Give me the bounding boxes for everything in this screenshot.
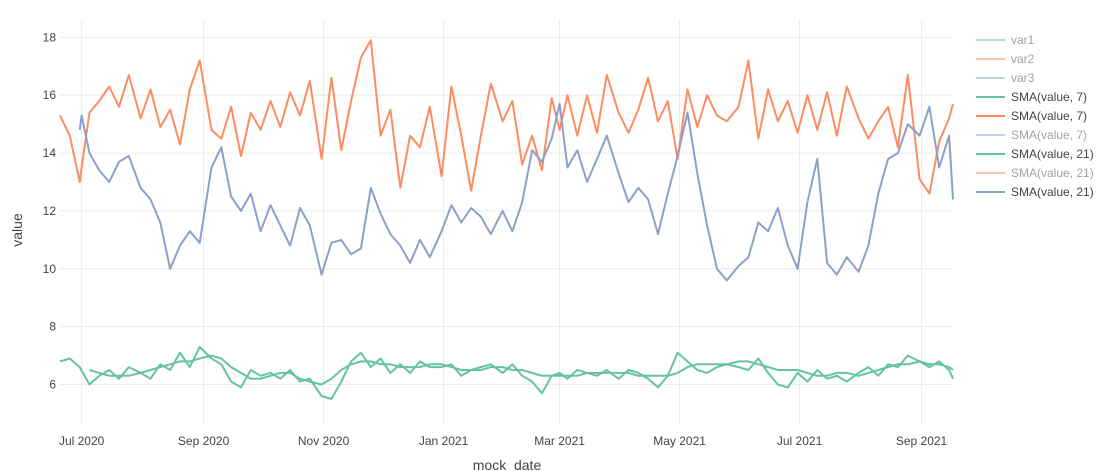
y-tick-label: 16 xyxy=(43,88,57,102)
legend-label: var2 xyxy=(1011,52,1035,66)
legend-item[interactable]: SMA(value, 21) xyxy=(976,147,1094,161)
x-tick-label: Sep 2020 xyxy=(178,434,230,448)
x-tick-label: Mar 2021 xyxy=(534,434,585,448)
legend-item[interactable]: SMA(value, 7) xyxy=(976,128,1087,142)
legend-item[interactable]: SMA(value, 7) xyxy=(976,109,1087,123)
legend-item[interactable]: SMA(value, 7) xyxy=(976,90,1087,104)
x-tick-label: Jul 2020 xyxy=(59,434,105,448)
y-tick-label: 10 xyxy=(43,262,57,276)
y-tick-label: 6 xyxy=(49,378,56,392)
series-line-sma-value-7-0 xyxy=(59,39,954,195)
legend-label: SMA(value, 21) xyxy=(1011,147,1094,161)
legend-label: var1 xyxy=(1011,33,1035,47)
series-line-sma-value-7-2 xyxy=(59,345,954,400)
legend: var1 var2 var3 SMA(value, 7) SMA(value, 7) SM… xyxy=(976,33,1094,199)
series-lines xyxy=(59,39,954,400)
legend-label: SMA(value, 7) xyxy=(1011,109,1087,123)
legend-label: SMA(value, 21) xyxy=(1011,166,1094,180)
x-tick-label: Jul 2021 xyxy=(777,434,823,448)
y-tick-label: 12 xyxy=(43,204,57,218)
legend-item[interactable]: var1 xyxy=(976,33,1035,47)
legend-label: SMA(value, 21) xyxy=(1011,185,1094,199)
x-tick-label: Nov 2020 xyxy=(298,434,350,448)
x-tick-label: May 2021 xyxy=(653,434,706,448)
x-axis-ticks: Jul 2020 Sep 2020 Nov 2020 Jan 2021 Mar 2021… xyxy=(59,434,948,448)
legend-label: SMA(value, 7) xyxy=(1011,128,1087,142)
y-axis-title: value xyxy=(9,213,25,247)
y-tick-label: 18 xyxy=(43,30,57,44)
legend-item[interactable]: var2 xyxy=(976,52,1035,66)
series-line-sma-value-21-1 xyxy=(78,102,954,282)
x-tick-label: Jan 2021 xyxy=(419,434,469,448)
legend-item[interactable]: SMA(value, 21) xyxy=(976,166,1094,180)
series-line-sma-value-21-3 xyxy=(89,354,954,386)
legend-item[interactable]: SMA(value, 21) xyxy=(976,185,1094,199)
y-tick-label: 14 xyxy=(43,146,57,160)
legend-label: SMA(value, 7) xyxy=(1011,90,1087,104)
legend-label: var3 xyxy=(1011,71,1035,85)
y-axis-ticks: 6 8 10 12 14 16 18 xyxy=(43,30,57,391)
y-tick-label: 8 xyxy=(49,320,56,334)
x-tick-label: Sep 2021 xyxy=(896,434,948,448)
legend-item[interactable]: var3 xyxy=(976,71,1035,85)
x-axis-title: mock_date xyxy=(473,457,542,471)
gridlines xyxy=(60,20,953,425)
